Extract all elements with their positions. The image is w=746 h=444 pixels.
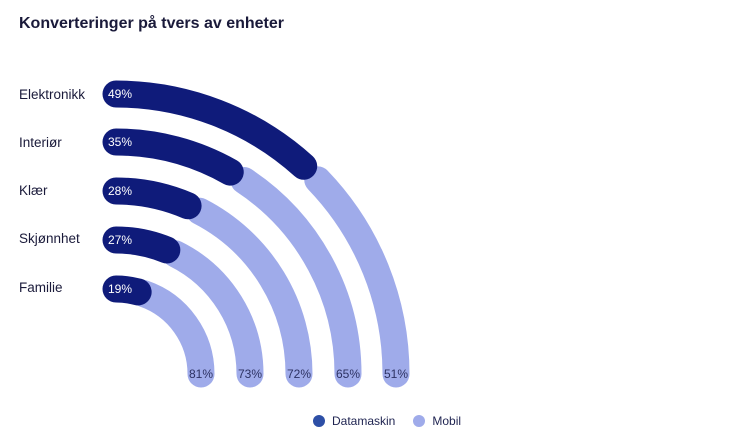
legend-label-mobil: Mobil	[432, 414, 462, 428]
bar-datamaskin-klaer	[102, 177, 202, 220]
bar-datamaskin-elektronikk	[102, 80, 318, 180]
legend-swatch-datamaskin	[313, 415, 325, 427]
legend-item-datamaskin: Datamaskin	[313, 414, 395, 428]
bar-datamaskin-skjonnhet	[102, 226, 181, 264]
legend: Datamaskin Mobil	[313, 414, 479, 428]
category-label-elektronikk: Elektronikk	[19, 87, 86, 102]
value-label-datamaskin-interior: 35%	[108, 135, 132, 149]
value-label-datamaskin-skjonnhet: 27%	[108, 233, 132, 247]
value-label-mobil-elektronikk: 51%	[384, 367, 408, 381]
bar-mobil-elektronikk	[304, 166, 410, 388]
value-label-mobil-interior: 65%	[336, 367, 360, 381]
value-label-mobil-klaer: 72%	[287, 367, 311, 381]
category-label-familie: Familie	[19, 280, 63, 295]
bar-datamaskin-interior	[102, 128, 244, 186]
bar-mobil-interior	[230, 167, 362, 388]
value-label-datamaskin-klaer: 28%	[108, 184, 132, 198]
legend-label-datamaskin: Datamaskin	[332, 414, 396, 428]
legend-item-mobil: Mobil	[413, 414, 461, 428]
value-label-datamaskin-familie: 19%	[108, 282, 132, 296]
legend-swatch-mobil	[413, 415, 426, 427]
value-label-mobil-skjonnhet: 73%	[238, 367, 262, 381]
bar-mobil-familie	[130, 280, 215, 388]
category-label-interior: Interiør	[19, 135, 62, 150]
value-label-mobil-familie: 81%	[189, 367, 213, 381]
bar-mobil-skjonnhet	[161, 240, 264, 388]
chart-title: Konverteringer på tvers av enheter	[19, 15, 284, 32]
bar-datamaskin-familie	[102, 275, 152, 306]
category-label-skjonnhet: Skjønnhet	[19, 231, 80, 246]
value-label-datamaskin-elektronikk: 49%	[108, 87, 132, 101]
category-label-klaer: Klær	[19, 183, 48, 198]
bar-mobil-klaer	[186, 197, 313, 388]
